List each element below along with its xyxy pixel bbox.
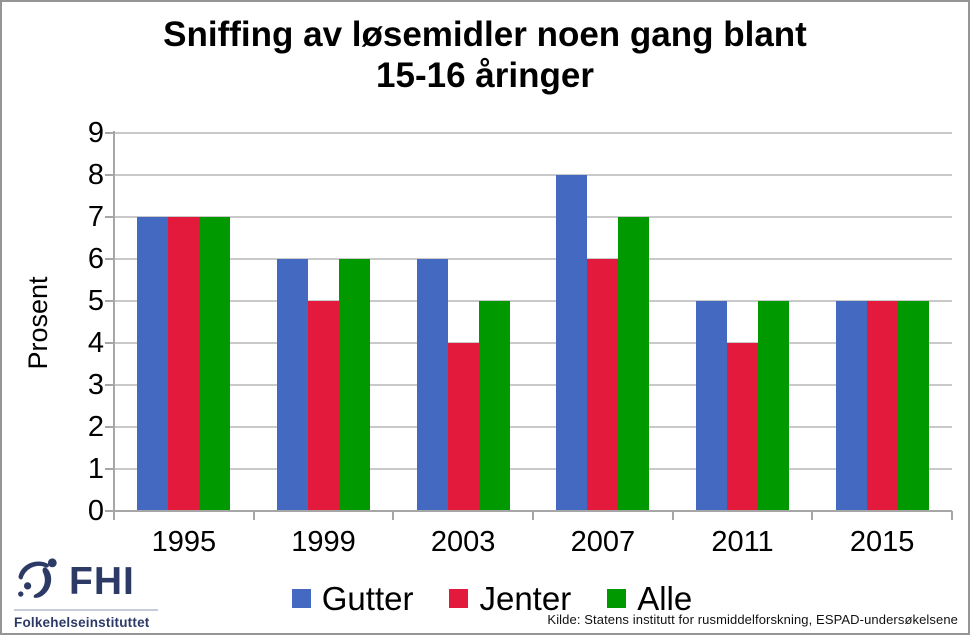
x-tick-label-2015: 2015 — [849, 526, 915, 558]
bar-gutter-2011 — [696, 301, 727, 511]
y-tick-9 — [105, 132, 114, 134]
gridline-y-1 — [114, 468, 952, 470]
x-tick-4 — [671, 511, 674, 520]
y-tick-6 — [105, 258, 114, 260]
bar-alle-2011 — [758, 301, 789, 511]
fhi-logo-top: FHI — [12, 556, 160, 608]
legend-swatch-gutter — [291, 589, 311, 608]
legend-item-alle: Alle — [607, 582, 692, 615]
gridline-y-2 — [114, 426, 952, 428]
bar-gutter-2003 — [416, 259, 448, 511]
y-tick-1 — [105, 468, 114, 470]
bar-gutter-1999 — [277, 259, 308, 511]
y-tick-label-3: 3 — [87, 369, 104, 401]
y-tick-8 — [105, 174, 114, 176]
y-tick-label-7: 7 — [87, 201, 104, 233]
x-tick-6 — [951, 511, 953, 520]
fhi-logo: FHI Folkehelseinstituttet — [12, 556, 160, 630]
bar-jenter-2007 — [587, 259, 619, 511]
fhi-logo-icon — [18, 558, 57, 598]
chart-title: Sniffing av løsemidler noen gang blant 1… — [2, 14, 968, 96]
y-axis-line — [113, 131, 115, 519]
bar-gutter-2015 — [835, 301, 867, 511]
fhi-logo-divider — [14, 609, 158, 611]
y-tick-label-2: 2 — [87, 411, 104, 443]
y-tick-5 — [105, 300, 114, 302]
legend-label-gutter: Gutter — [321, 580, 414, 617]
y-tick-label-8: 8 — [87, 159, 104, 191]
y-tick-label-0: 0 — [87, 495, 104, 527]
x-tick-label-1999: 1999 — [291, 526, 356, 558]
bar-alle-1999 — [339, 259, 370, 511]
bar-jenter-1999 — [308, 301, 339, 511]
bar-jenter-2003 — [447, 343, 479, 511]
fhi-logo-name: Folkehelseinstituttet — [14, 615, 150, 630]
chart-title-line2: 15-16 åringer — [376, 56, 594, 95]
legend-swatch-alle — [607, 589, 627, 608]
x-tick-1 — [252, 511, 255, 520]
x-tick-5 — [811, 511, 814, 520]
y-tick-0 — [105, 510, 114, 512]
fhi-logo-abbr: FHI — [69, 560, 135, 603]
gridline-y-7 — [114, 216, 952, 218]
bar-gutter-1995 — [137, 217, 169, 511]
y-tick-2 — [105, 426, 114, 428]
x-tick-3 — [532, 511, 534, 520]
legend: Gutter Jenter Alle — [152, 582, 832, 615]
gridline-y-9 — [114, 132, 952, 134]
gridline-y-6 — [114, 258, 952, 260]
y-tick-label-1: 1 — [87, 453, 104, 485]
bar-alle-2007 — [618, 217, 650, 511]
legend-item-jenter: Jenter — [449, 582, 571, 615]
bar-alle-2015 — [897, 301, 929, 511]
y-tick-label-4: 4 — [87, 327, 104, 359]
gridline-y-8 — [114, 174, 952, 176]
source-caption: Kilde: Statens institutt for rusmiddelfo… — [547, 612, 958, 627]
y-tick-7 — [105, 216, 114, 218]
bar-jenter-2015 — [866, 301, 898, 511]
y-tick-label-6: 6 — [87, 243, 104, 275]
y-tick-label-5: 5 — [87, 285, 104, 317]
y-tick-3 — [105, 384, 114, 386]
x-axis-line — [113, 510, 952, 512]
x-tick-label-1995: 1995 — [151, 526, 217, 558]
bar-alle-1995 — [199, 217, 231, 511]
gridline-y-4 — [114, 342, 952, 344]
legend-label-alle: Alle — [637, 580, 693, 617]
x-tick-label-2011: 2011 — [711, 526, 774, 558]
legend-swatch-jenter — [449, 589, 469, 608]
gridline-y-5 — [114, 300, 952, 302]
bar-jenter-2011 — [727, 343, 758, 511]
x-tick-2 — [392, 511, 395, 520]
x-tick-label-2007: 2007 — [570, 526, 636, 558]
bar-gutter-2007 — [556, 175, 588, 511]
y-tick-label-9: 9 — [87, 117, 104, 149]
x-tick-label-2003: 2003 — [430, 526, 496, 558]
legend-item-gutter: Gutter — [291, 580, 414, 617]
chart-title-line1: Sniffing av løsemidler noen gang blant — [163, 15, 807, 54]
bar-alle-2003 — [478, 301, 510, 511]
gridline-y-3 — [114, 384, 952, 386]
y-tick-4 — [105, 342, 114, 344]
legend-label-jenter: Jenter — [479, 580, 572, 617]
bar-jenter-1995 — [168, 217, 200, 511]
